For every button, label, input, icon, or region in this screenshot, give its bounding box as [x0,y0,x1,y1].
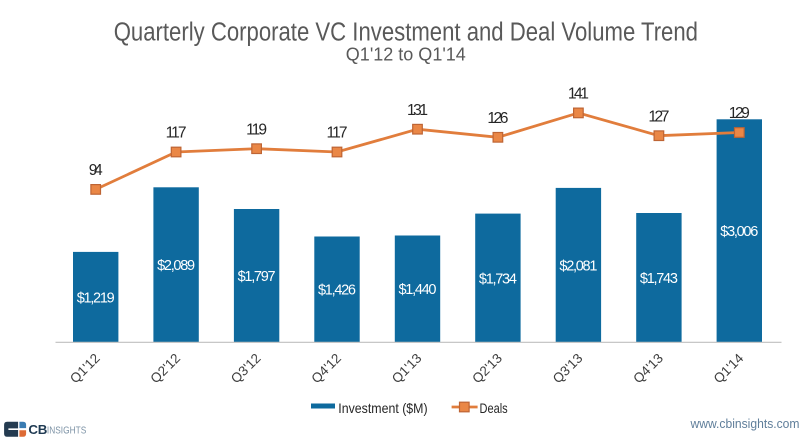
svg-text:Q1'12 to Q1'14: Q1'12 to Q1'14 [346,45,466,65]
svg-text:$1,440: $1,440 [399,282,437,298]
svg-text:129: 129 [729,105,750,122]
svg-text:126: 126 [487,110,508,127]
svg-text:INSIGHTS: INSIGHTS [47,426,87,437]
svg-text:141: 141 [568,86,589,103]
svg-text:127: 127 [648,108,669,125]
svg-text:Investment ($M): Investment ($M) [338,400,427,416]
svg-text:$1,797: $1,797 [238,269,276,285]
svg-text:117: 117 [166,125,187,142]
svg-text:$1,743: $1,743 [640,271,678,287]
svg-text:CB: CB [28,422,47,437]
svg-text:94: 94 [89,162,103,179]
svg-text:$2,089: $2,089 [157,258,195,274]
svg-text:Quarterly Corporate VC Investm: Quarterly Corporate VC Investment and De… [114,18,698,46]
svg-text:131: 131 [407,102,428,119]
svg-text:Deals: Deals [480,400,508,416]
svg-text:$1,426: $1,426 [318,283,356,299]
svg-text:117: 117 [327,125,348,142]
svg-text:$1,219: $1,219 [77,290,115,306]
svg-text:$1,734: $1,734 [479,271,517,287]
svg-text:$3,006: $3,006 [720,224,758,240]
svg-text:$2,081: $2,081 [559,258,597,274]
svg-text:119: 119 [246,121,267,138]
svg-text:www.cbinsights.com: www.cbinsights.com [690,416,800,431]
